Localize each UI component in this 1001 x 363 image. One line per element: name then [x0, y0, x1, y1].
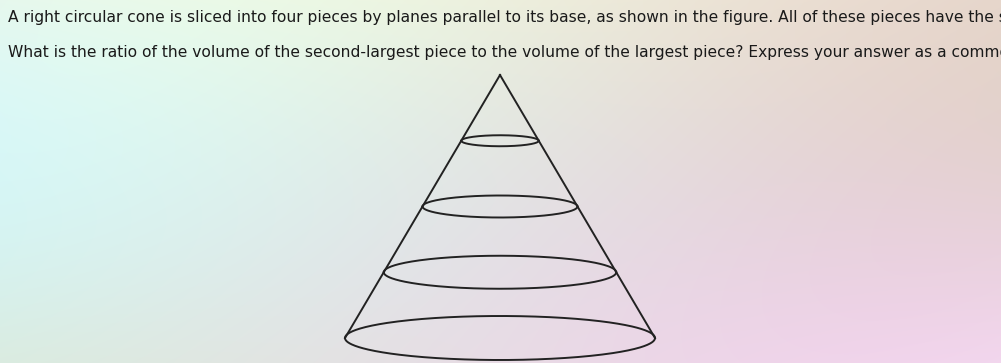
Text: A right circular cone is sliced into four pieces by planes parallel to its base,: A right circular cone is sliced into fou…: [8, 10, 1001, 25]
Text: What is the ratio of the volume of the second-largest piece to the volume of the: What is the ratio of the volume of the s…: [8, 45, 1001, 60]
